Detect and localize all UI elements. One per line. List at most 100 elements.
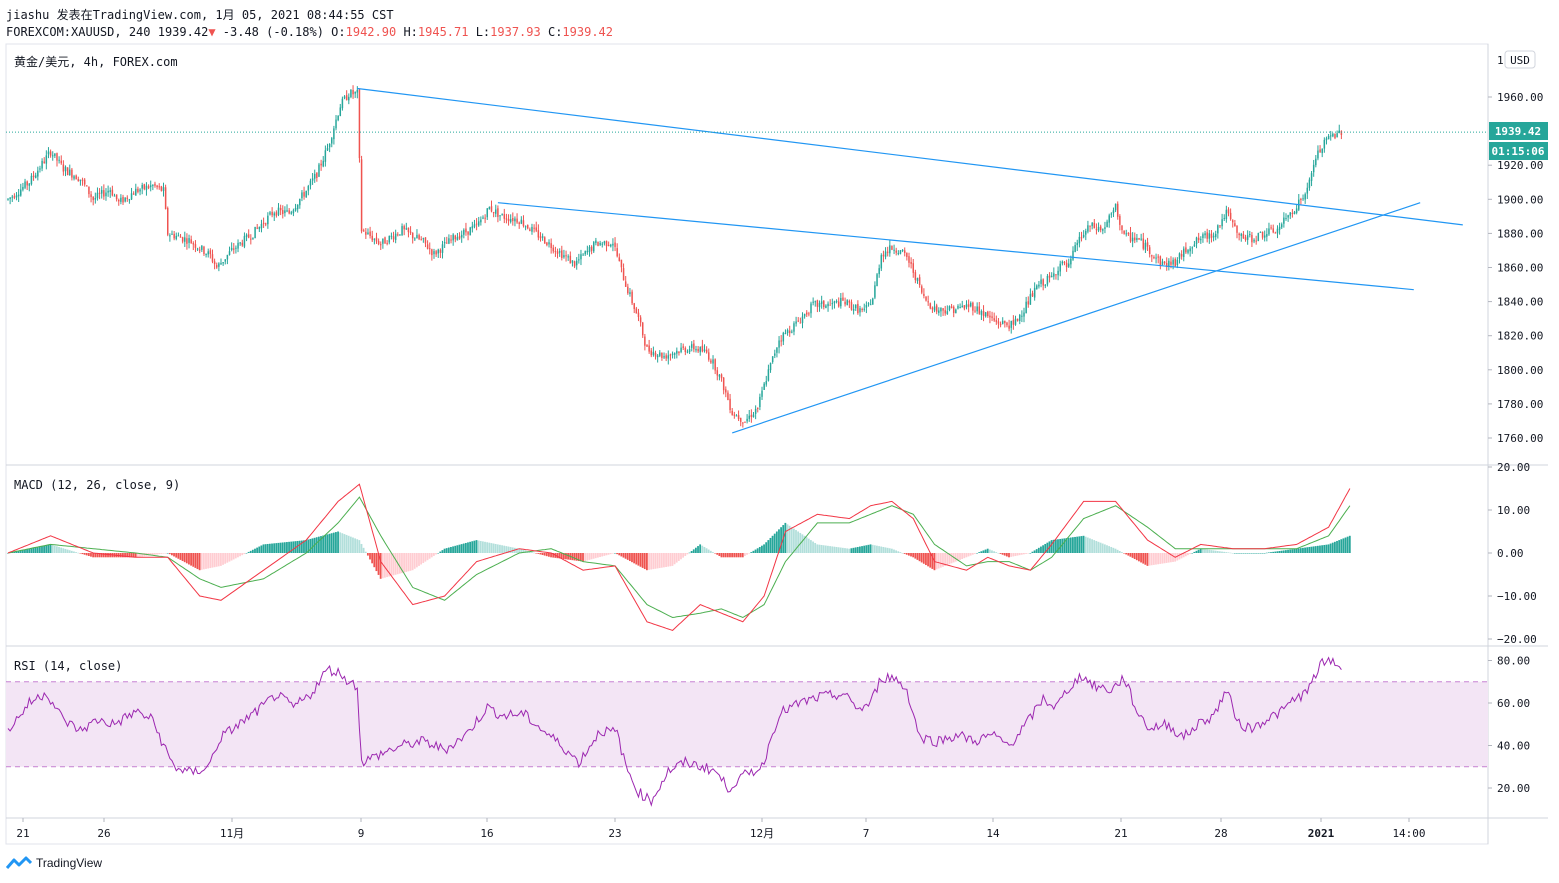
- high-value: 1945.71: [417, 25, 469, 39]
- candle: [699, 346, 701, 356]
- macd-hist-bar: [192, 553, 195, 567]
- macd-line: [7, 483, 1351, 631]
- candle: [1031, 290, 1034, 297]
- candle: [1200, 236, 1202, 244]
- last-value: 1939.42: [157, 25, 209, 39]
- macd-hist-bar: [905, 553, 908, 555]
- macd-hist-bar: [209, 553, 212, 569]
- candle: [411, 232, 414, 244]
- candle: [115, 194, 118, 202]
- candle: [526, 224, 529, 230]
- candle: [686, 349, 689, 354]
- macd-hist-bar: [320, 536, 322, 553]
- candle: [897, 250, 900, 256]
- candle: [360, 155, 363, 234]
- candle: [254, 226, 256, 239]
- low-label: L:: [475, 25, 491, 39]
- macd-hist-bar: [586, 553, 589, 561]
- macd-hist-bar: [328, 533, 331, 553]
- candle: [1004, 320, 1006, 328]
- candle: [639, 315, 642, 327]
- candle: [1325, 136, 1328, 145]
- candle: [184, 231, 186, 247]
- candle: [286, 204, 288, 213]
- candle: [20, 183, 22, 197]
- macd-histogram: [7, 522, 1351, 579]
- macd-hist-bar: [895, 550, 898, 553]
- candle: [671, 351, 674, 359]
- candle: [654, 350, 657, 360]
- candle: [1082, 230, 1085, 239]
- macd-hist-bar: [234, 553, 237, 559]
- candle: [448, 234, 450, 245]
- candle: [1236, 225, 1238, 239]
- candle: [1287, 214, 1289, 222]
- candle: [829, 299, 831, 306]
- candle: [141, 182, 143, 195]
- candle: [531, 223, 533, 235]
- macd-hist-bar: [1165, 553, 1168, 563]
- macd-hist-bar: [1120, 552, 1123, 553]
- macd-hist-bar: [991, 550, 993, 553]
- candle: [1178, 252, 1181, 264]
- candle: [799, 317, 802, 324]
- candle: [1302, 194, 1304, 201]
- candle: [1106, 219, 1108, 228]
- macd-hist-bar: [102, 553, 105, 558]
- macd-hist-bar: [890, 548, 893, 553]
- macd-hist-bar: [1278, 550, 1281, 553]
- trendlines[interactable]: [357, 87, 1463, 434]
- candle: [103, 184, 105, 200]
- candle: [769, 362, 772, 373]
- candle: [784, 329, 787, 335]
- trendline-upper-falling[interactable]: [357, 87, 1463, 226]
- macd-hist-bar: [667, 553, 670, 567]
- macd-hist-bar: [447, 547, 450, 553]
- candle: [467, 231, 469, 241]
- macd-hist-bar: [496, 544, 499, 553]
- macd-hist-bar: [1033, 550, 1036, 553]
- time-tick-label: 28: [1214, 827, 1227, 840]
- candle: [1159, 255, 1162, 270]
- candle: [1102, 228, 1104, 235]
- macd-hist-bar: [761, 545, 763, 553]
- macd-hist-bar: [394, 553, 397, 575]
- candle: [1261, 231, 1264, 240]
- candle: [122, 194, 124, 205]
- candle: [622, 263, 625, 281]
- candle: [842, 292, 844, 302]
- macd-hist-bar: [64, 548, 67, 553]
- macd-hist-bar: [880, 546, 883, 553]
- candle: [878, 264, 880, 278]
- macd-hist-bar: [1044, 543, 1047, 553]
- macd-hist-bar: [829, 546, 831, 553]
- macd-hist-bar: [1259, 553, 1262, 554]
- candle: [290, 210, 293, 215]
- macd-hist-bar: [481, 541, 484, 553]
- macd-hist-bar: [607, 553, 610, 555]
- candle: [1061, 260, 1064, 266]
- macd-tick-label: −10.00: [1497, 590, 1537, 603]
- candle: [318, 162, 320, 178]
- candle: [394, 229, 397, 244]
- candle: [149, 180, 152, 192]
- candle: [1338, 124, 1340, 134]
- macd-hist-bar: [616, 553, 618, 555]
- trendline-lower-falling[interactable]: [497, 202, 1414, 291]
- trendline-rising-support[interactable]: [732, 202, 1421, 434]
- macd-hist-bar: [844, 548, 846, 553]
- candle: [1191, 246, 1194, 254]
- candle: [337, 115, 339, 122]
- candle: [247, 229, 250, 239]
- macd-hist-bar: [1182, 553, 1185, 558]
- currency-button[interactable]: [1504, 50, 1536, 69]
- candle: [107, 185, 109, 197]
- footer-brand[interactable]: TradingView: [6, 856, 102, 870]
- macd-hist-bar: [771, 535, 774, 553]
- macd-hist-bar: [1261, 553, 1264, 554]
- candle: [746, 414, 748, 424]
- candle: [1078, 232, 1081, 248]
- candle: [1134, 232, 1136, 244]
- macd-hist-bar: [505, 546, 508, 553]
